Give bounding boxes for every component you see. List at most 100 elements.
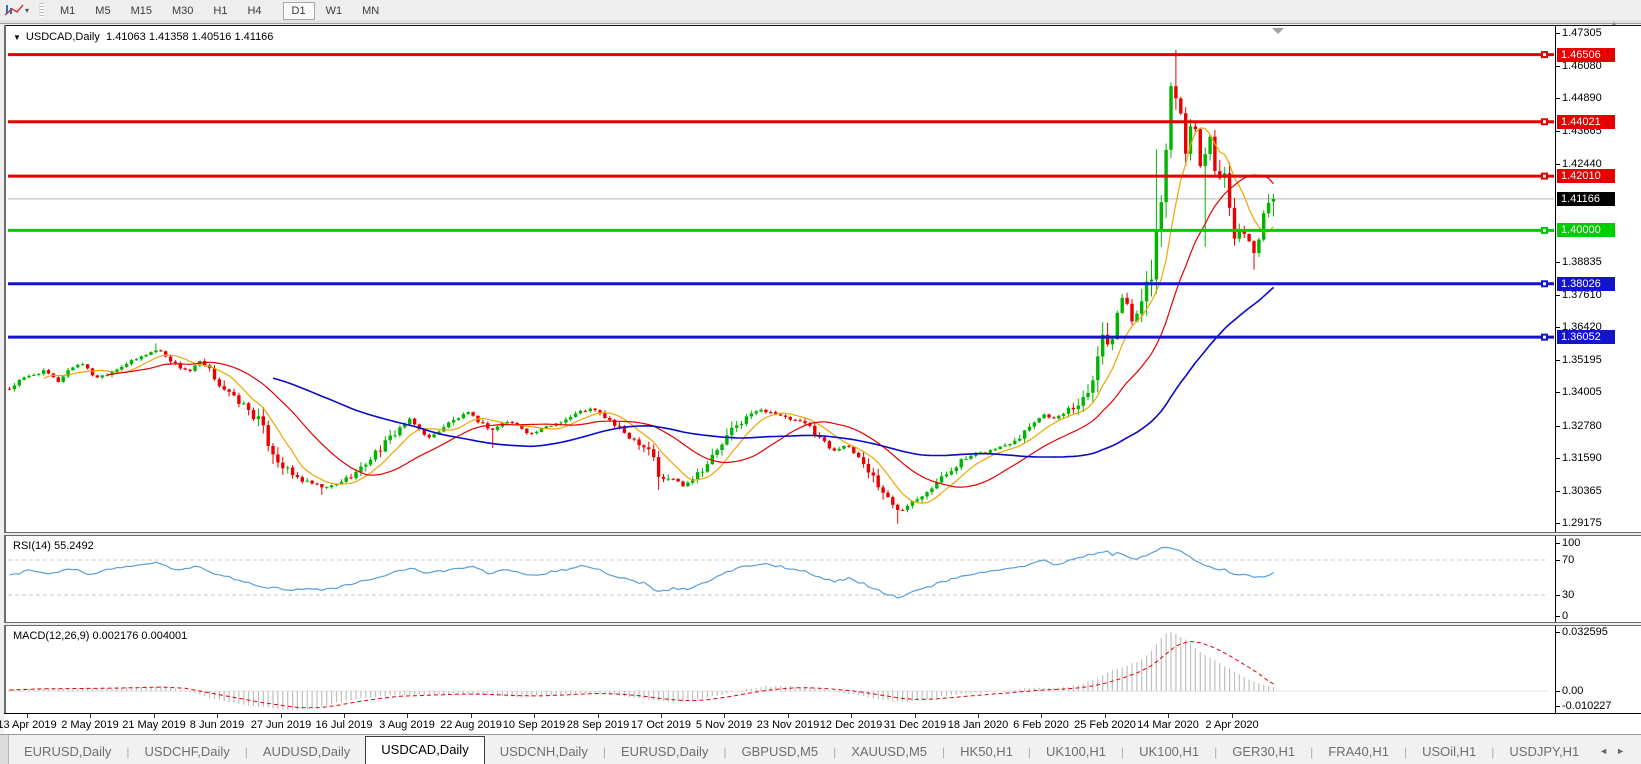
chart-tab-uk100-h1[interactable]: UK100,H1 (1139, 744, 1200, 759)
timeframe-button-d1[interactable]: D1 (282, 1, 315, 20)
tab-separator: | (1027, 744, 1032, 759)
chart-tab-usoil-h1[interactable]: USOil,H1 (1422, 744, 1477, 759)
chevron-down-icon[interactable]: ▾ (25, 5, 30, 15)
price-axis-tick: 70 (1562, 554, 1575, 566)
axis-tick-mark (1556, 33, 1560, 34)
date-tick-mark (851, 714, 852, 718)
rsi-panel-canvas[interactable] (6, 536, 1555, 622)
chart-tab-usdcnh-daily[interactable]: USDCNH,Daily (499, 744, 588, 759)
axis-tick-mark (1556, 392, 1560, 393)
axis-tick-mark (1556, 131, 1560, 132)
date-tick-mark (217, 714, 218, 718)
axis-tick-mark (1556, 295, 1560, 296)
timeframe-button-m30[interactable]: M30 (171, 4, 194, 17)
timeframe-button-m15[interactable]: M15 (130, 4, 152, 17)
price-line-label: 1.42010 (1557, 169, 1615, 183)
macd-label: MACD(12,26,9) 0.002176 0.004001 (13, 630, 188, 642)
panel-splitter[interactable] (4, 622, 1641, 626)
axis-tick-mark (1556, 98, 1560, 99)
chart-tab-usdchf-daily[interactable]: USDCHF,Daily (144, 744, 230, 759)
chart-type-icon[interactable] (4, 2, 24, 18)
date-label: 22 Aug 2019 (440, 719, 502, 731)
price-axis-tick: 0 (1562, 610, 1569, 622)
tab-separator: | (833, 744, 837, 759)
date-tick-mark (915, 714, 916, 718)
date-label: 28 Sep 2019 (566, 719, 630, 731)
date-tick-mark (344, 714, 345, 718)
chart-tab-eurusd-daily[interactable]: EURUSD,Daily (24, 744, 112, 759)
price-axis-tick: 1.47305 (1562, 27, 1602, 39)
price-axis-tick: 1.31590 (1562, 452, 1602, 464)
date-label: 21 May 2019 (122, 719, 186, 731)
macd-panel-canvas[interactable] (6, 626, 1555, 713)
axis-tick-mark (1556, 327, 1560, 328)
axis-tick-mark (1556, 706, 1560, 707)
timeframe-button-m1[interactable]: M1 (60, 4, 76, 17)
date-label: 10 Sep 2019 (502, 719, 566, 731)
tab-scroll-left-icon[interactable]: ◄ (1599, 746, 1617, 756)
date-tick-mark (407, 714, 408, 718)
price-panel-canvas[interactable] (6, 26, 1555, 532)
axis-tick-mark (1556, 360, 1560, 361)
chart-tab-uk100-h1[interactable]: UK100,H1 (1046, 744, 1107, 759)
date-label: 2 Apr 2020 (1205, 719, 1259, 731)
toolbar-grip (39, 3, 45, 17)
chart-tab-ger30-h1[interactable]: GER30,H1 (1232, 744, 1296, 759)
price-axis-tick: 1.46080 (1562, 60, 1602, 72)
date-label: 17 Oct 2019 (631, 719, 691, 731)
tab-separator: | (1214, 744, 1218, 759)
axis-tick-mark (1556, 458, 1560, 459)
price-line-label: 1.40000 (1557, 223, 1615, 237)
date-tick-mark (154, 714, 155, 718)
timeframe-button-h1[interactable]: H1 (213, 4, 228, 17)
tab-separator: | (602, 744, 606, 759)
date-tick-mark (661, 714, 662, 718)
chart-tab-xauusd-m5[interactable]: XAUUSD,M5 (851, 744, 928, 759)
timeframe-buttons: M1 M5 M15 M30 H1 H4 D1 W1 MN (50, 1, 389, 20)
price-axis-tick: 0.00 (1562, 685, 1584, 697)
chart-tab-eurusd-daily[interactable]: EURUSD,Daily (620, 744, 709, 759)
date-label: 23 Nov 2019 (756, 719, 820, 731)
date-tick-mark (1041, 714, 1042, 718)
axis-tick-mark (1556, 560, 1560, 561)
date-label: 12 Dec 2019 (819, 719, 883, 731)
axis-tick-mark (1556, 543, 1560, 544)
date-label: 13 Apr 2019 (0, 719, 57, 731)
timeframe-button-w1[interactable]: W1 (325, 4, 343, 17)
chart-tab-usdjpy-h1[interactable]: USDJPY,H1 (1509, 744, 1580, 759)
chart-tab-usdcad-daily[interactable]: USDCAD,Daily (365, 736, 485, 764)
price-axis-tick: 1.44890 (1562, 92, 1602, 104)
price-line-label: 1.41166 (1557, 192, 1615, 206)
price-axis-tick: 1.34005 (1562, 386, 1602, 398)
price-axis-tick: 1.29175 (1562, 517, 1602, 529)
chart-tab-audusd-daily[interactable]: AUDUSD,Daily (262, 744, 351, 759)
date-tick-mark (788, 714, 789, 718)
axis-scroll-up-icon[interactable]: ▲ (1610, 19, 1618, 28)
date-label: 2 May 2019 (61, 719, 119, 731)
price-axis-tick: 1.42440 (1562, 158, 1602, 170)
panel-splitter[interactable] (4, 532, 1641, 536)
timeframe-button-mn[interactable]: MN (362, 4, 380, 17)
price-axis-tick: 1.30365 (1562, 485, 1602, 497)
timeframe-button-m5[interactable]: M5 (95, 4, 111, 17)
date-label: 3 Aug 2019 (379, 719, 435, 731)
timeframe-button-h4[interactable]: H4 (247, 4, 262, 17)
price-axis-tick: 1.38835 (1562, 256, 1602, 268)
tab-separator: | (723, 744, 727, 759)
chart-tab-hk50-h1[interactable]: HK50,H1 (960, 744, 1013, 759)
price-line-label: 1.46506 (1557, 48, 1615, 62)
tab-scroll-right-icon[interactable]: ► (1616, 746, 1633, 756)
price-axis[interactable] (1555, 26, 1641, 713)
chart-tab-bar: EURUSD,Daily | USDCHF,Daily | AUDUSD,Daily US… (0, 734, 1641, 764)
chart-tab-fra40-h1[interactable]: FRA40,H1 (1328, 744, 1389, 759)
date-tick-mark (281, 714, 282, 718)
chart-window-border-left (4, 25, 6, 734)
axis-tick-mark (1556, 164, 1560, 165)
date-tick-mark (598, 714, 599, 718)
date-label: 6 Feb 2020 (1013, 719, 1069, 731)
tab-separator: | (1310, 744, 1314, 759)
date-axis[interactable]: 13 Apr 2019 2 May 2019 21 May 2019 8 Jun 20… (0, 713, 1641, 734)
axis-tick-mark (1556, 595, 1560, 596)
chart-tab-gbpusd-m5[interactable]: GBPUSD,M5 (741, 744, 819, 759)
tab-bar-left-edge (0, 735, 9, 764)
